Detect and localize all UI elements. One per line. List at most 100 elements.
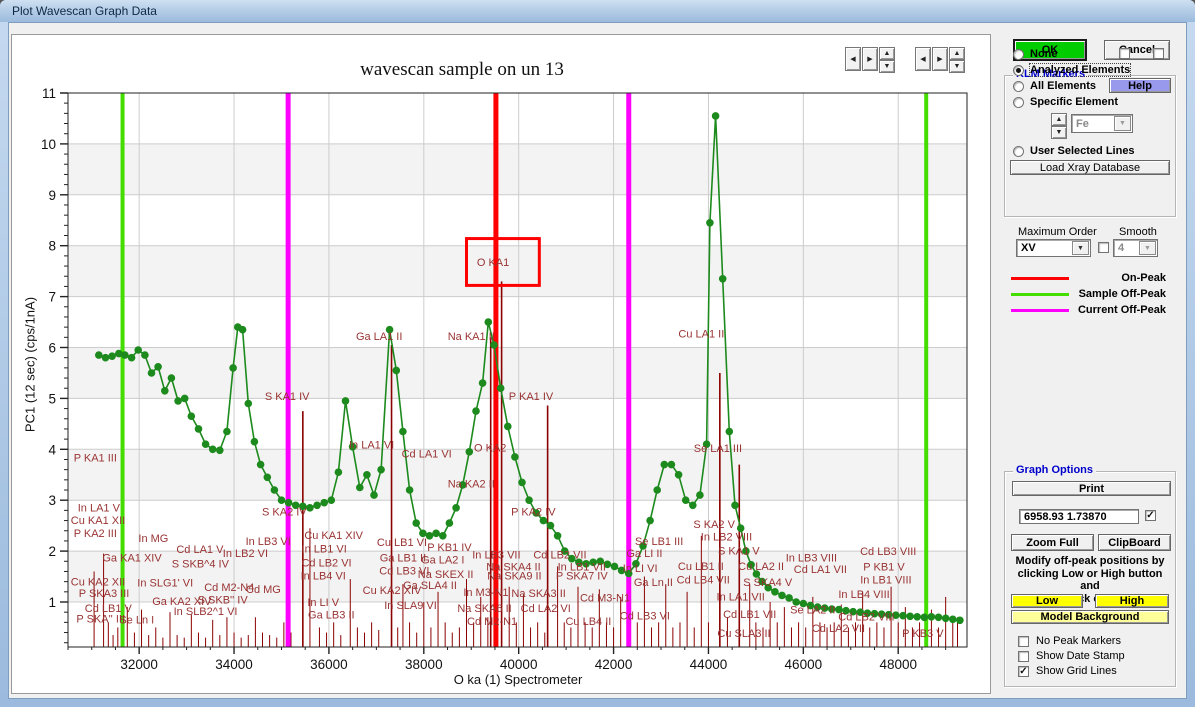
radio-all-elements-label[interactable]: All Elements (1030, 80, 1097, 92)
checkbox-klm-extra-1[interactable] (1119, 48, 1130, 59)
smooth-select[interactable]: 4 ▼ (1113, 239, 1158, 257)
arrow-right-icon[interactable]: ▶ (932, 47, 948, 71)
model-background-button[interactable]: Model Background (1011, 610, 1169, 624)
svg-text:Cu LB4 II: Cu LB4 II (565, 616, 611, 628)
svg-text:In SLB2^1 VI: In SLB2^1 VI (174, 606, 238, 618)
chevron-down-icon[interactable]: ▼ (1139, 241, 1156, 255)
instruction-line: Modify off-peak positions by (1015, 555, 1165, 567)
chevron-down-icon[interactable]: ▼ (1072, 241, 1089, 255)
smooth-checkbox[interactable] (1098, 242, 1109, 253)
svg-text:In SLG1' VI: In SLG1' VI (137, 578, 193, 590)
svg-text:Ga KA1 XIV: Ga KA1 XIV (102, 552, 162, 564)
show-date-stamp-label[interactable]: Show Date Stamp (1036, 650, 1125, 662)
svg-text:In LB1 VI: In LB1 VI (302, 544, 347, 556)
svg-text:P KA2 IV: P KA2 IV (511, 506, 556, 518)
print-button[interactable]: Print (1012, 481, 1171, 496)
clipboard-button[interactable]: ClipBoard (1098, 534, 1171, 551)
svg-text:Na KA2 II: Na KA2 II (448, 478, 495, 490)
no-peak-markers-checkbox[interactable] (1018, 636, 1029, 647)
radio-user-selected-lines-label[interactable]: User Selected Lines (1030, 145, 1135, 157)
load-xray-database-button[interactable]: Load Xray Database (1010, 160, 1170, 175)
svg-text:P KB1 IV: P KB1 IV (427, 542, 472, 554)
svg-text:In LB4 VI: In LB4 VI (301, 571, 346, 583)
svg-text:P KB1 V: P KB1 V (863, 561, 905, 573)
svg-text:48000: 48000 (879, 657, 917, 672)
show-date-stamp-checkbox[interactable] (1018, 651, 1029, 662)
arrow-down-icon[interactable]: ▼ (1051, 126, 1067, 139)
radio-analyzed-elements[interactable] (1013, 65, 1024, 76)
maximum-order-select[interactable]: XV ▼ (1016, 239, 1091, 257)
arrow-up-icon[interactable]: ▲ (949, 47, 965, 60)
show-grid-lines-label[interactable]: Show Grid Lines (1036, 665, 1117, 677)
svg-text:Cd LB1 VII: Cd LB1 VII (723, 609, 776, 621)
maximum-order-value: XV (1021, 242, 1036, 254)
cursor-coordinates-field[interactable]: 6958.93 1.73870 (1019, 509, 1139, 524)
svg-text:38000: 38000 (405, 657, 443, 672)
svg-text:P SKA'' III: P SKA'' III (76, 613, 125, 625)
svg-text:In LB2 VIII: In LB2 VIII (701, 531, 752, 543)
zoom-full-button[interactable]: Zoom Full (1011, 534, 1094, 551)
legend-label-on-peak: On-Peak (1121, 272, 1166, 284)
svg-text:Se LA1 III: Se LA1 III (694, 443, 742, 455)
element-select[interactable]: Fe ▼ (1071, 114, 1133, 133)
ok-button[interactable]: OK (1013, 39, 1087, 61)
svg-text:Cd LA1 V: Cd LA1 V (176, 544, 224, 556)
show-grid-lines-checkbox[interactable]: ✓ (1018, 666, 1029, 677)
arrow-up-icon[interactable]: ▲ (879, 47, 895, 60)
arrow-left-icon[interactable]: ◀ (845, 47, 861, 71)
coordinates-checkbox[interactable]: ✓ (1145, 510, 1156, 521)
svg-text:Cd LA2 VI: Cd LA2 VI (521, 603, 571, 615)
svg-text:8: 8 (48, 239, 56, 254)
svg-text:Ga Ln II: Ga Ln II (634, 577, 673, 589)
radio-user-selected-lines[interactable] (1013, 146, 1024, 157)
svg-text:Cd MG: Cd MG (246, 584, 281, 596)
svg-text:In MG: In MG (138, 533, 168, 545)
svg-text:40000: 40000 (500, 657, 538, 672)
element-spinner[interactable]: ▲ ▼ (1051, 113, 1067, 139)
svg-text:Ga SLA4 II: Ga SLA4 II (403, 580, 457, 592)
legend-swatch-sample-off-peak (1011, 293, 1069, 296)
arrow-right-icon[interactable]: ▶ (862, 47, 878, 71)
svg-text:Cu KA2 XIV: Cu KA2 XIV (363, 585, 422, 597)
low-button[interactable]: Low (1011, 594, 1083, 608)
svg-text:In LI V: In LI V (307, 597, 339, 609)
svg-text:4: 4 (48, 442, 56, 457)
title-bar[interactable]: Plot Wavescan Graph Data (0, 0, 1195, 22)
svg-text:34000: 34000 (215, 657, 253, 672)
window-title: Plot Wavescan Graph Data (12, 4, 157, 18)
svg-text:Ga LA1 II: Ga LA1 II (356, 331, 402, 343)
high-button[interactable]: High (1095, 594, 1169, 608)
svg-text:11: 11 (42, 86, 56, 101)
help-button[interactable]: Help (1109, 78, 1171, 93)
chevron-down-icon[interactable]: ▼ (1114, 116, 1131, 131)
svg-text:10: 10 (41, 137, 56, 152)
arrow-up-icon[interactable]: ▲ (1051, 113, 1067, 126)
selection-rectangle (465, 237, 541, 287)
radio-specific-element-label[interactable]: Specific Element (1030, 96, 1119, 108)
radio-none-label[interactable]: None (1030, 48, 1058, 60)
arrow-down-icon[interactable]: ▼ (879, 60, 895, 73)
checkbox-klm-extra-2[interactable] (1153, 48, 1164, 59)
no-peak-markers-label[interactable]: No Peak Markers (1036, 635, 1121, 647)
dialog-content: wavescan sample on un 13 PC1 (12 sec) (c… (8, 22, 1187, 699)
arrow-down-icon[interactable]: ▼ (949, 60, 965, 73)
radio-none[interactable] (1013, 49, 1024, 60)
svg-text:3: 3 (48, 493, 56, 508)
svg-text:Cd M3-N1: Cd M3-N1 (580, 592, 630, 604)
smooth-label: Smooth (1119, 226, 1157, 238)
x-axis-title: O ka (1) Spectrometer (453, 672, 583, 687)
radio-all-elements[interactable] (1013, 81, 1024, 92)
wavescan-curve (95, 112, 964, 625)
svg-text:In LB1 VIII: In LB1 VIII (860, 575, 911, 587)
svg-text:Se Ln I: Se Ln I (119, 614, 154, 626)
svg-text:1: 1 (48, 595, 56, 610)
radio-analyzed-elements-label[interactable]: Analyzed Elements (1028, 63, 1132, 77)
svg-text:In LB3 VIII: In LB3 VIII (786, 552, 837, 564)
radio-specific-element[interactable] (1013, 97, 1024, 108)
legend-label-current-off-peak: Current Off-Peak (1077, 304, 1166, 316)
arrow-left-icon[interactable]: ◀ (915, 47, 931, 71)
x-scroll-spinner-right[interactable]: ◀ ▶ ▲ ▼ (915, 47, 965, 73)
x-scroll-spinner-left[interactable]: ◀ ▶ ▲ ▼ (845, 47, 895, 73)
